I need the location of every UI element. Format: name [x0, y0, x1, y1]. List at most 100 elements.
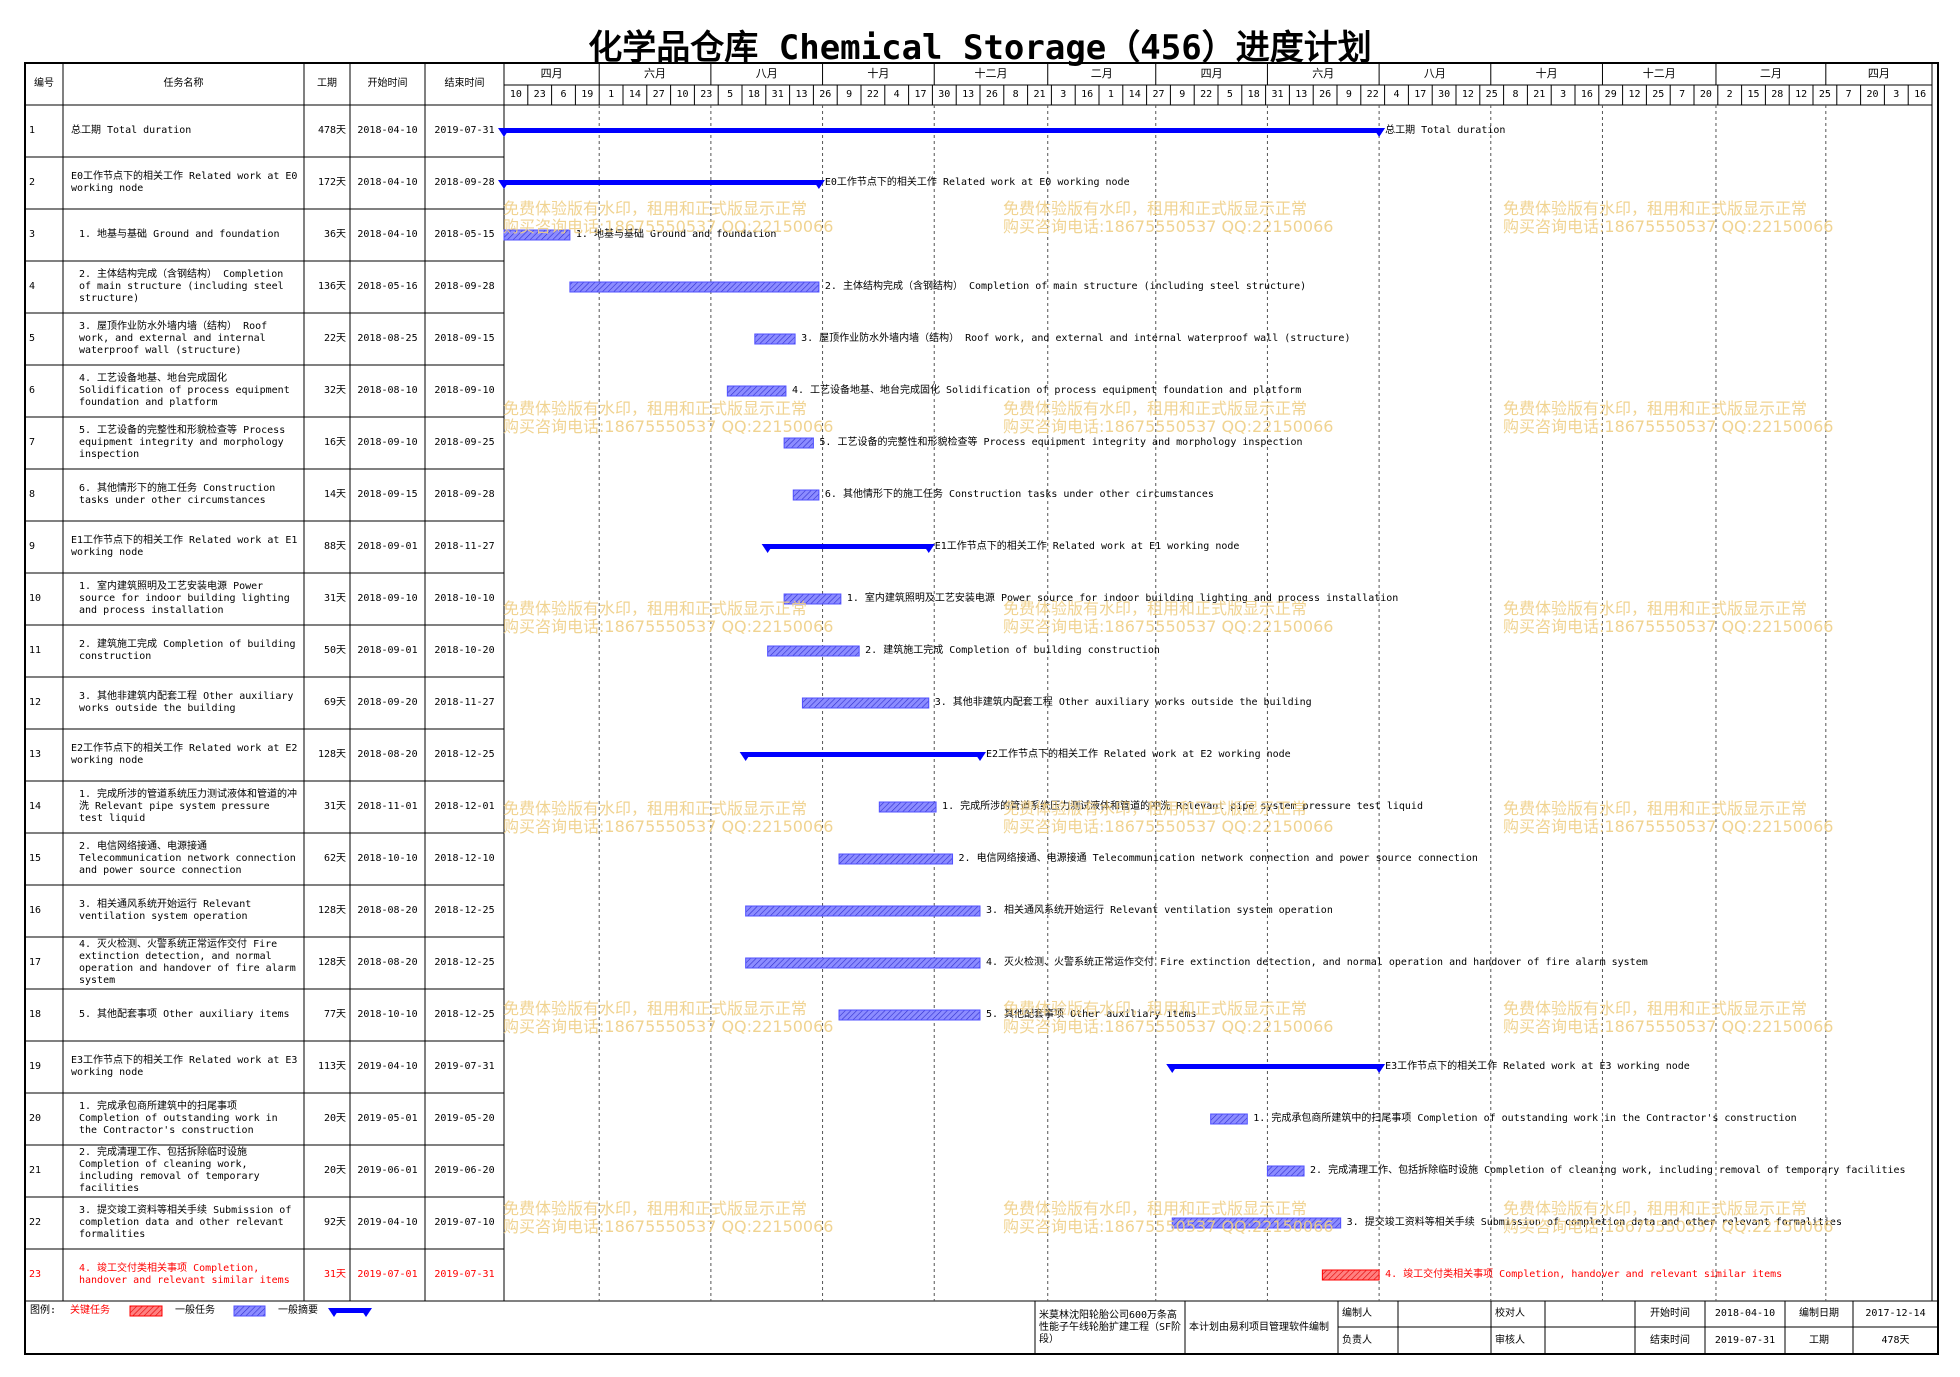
- day-label: 29: [1604, 89, 1617, 100]
- watermark-line: 免费体验版有水印，租用和正式版显示正常: [1503, 799, 1808, 818]
- task-end: 2018-10-20: [434, 645, 495, 656]
- day-label: 26: [985, 89, 998, 100]
- month-label: 六月: [644, 67, 667, 80]
- summary-end: [761, 544, 774, 553]
- task-start: 2018-09-01: [357, 541, 418, 552]
- task-bar: [1210, 1113, 1248, 1125]
- footer-cell: 2019-07-31: [1714, 1334, 1776, 1346]
- day-label: 23: [700, 89, 713, 100]
- row-id: 9: [29, 541, 36, 552]
- task-end: 2018-12-25: [434, 1009, 495, 1020]
- summary-end: [974, 752, 986, 761]
- task-start: 2018-11-01: [357, 801, 418, 812]
- task-duration: 478天: [317, 125, 346, 136]
- task-duration: 31天: [323, 801, 346, 812]
- row-id: 4: [29, 281, 36, 292]
- day-label: 26: [819, 89, 832, 100]
- watermark-line: 免费体验版有水印，租用和正式版显示正常: [503, 1199, 808, 1218]
- day-label: 1: [1107, 89, 1114, 100]
- footer-cell: 编制日期: [1799, 1308, 1839, 1319]
- day-label: 25: [1652, 89, 1665, 100]
- task-duration: 31天: [323, 593, 346, 604]
- watermark-line: 免费体验版有水印，租用和正式版显示正常: [1003, 599, 1308, 618]
- task-start: 2019-04-10: [357, 1217, 418, 1228]
- summary-bar: [334, 1308, 366, 1313]
- day-label: 4: [1393, 89, 1400, 100]
- day-label: 27: [1152, 89, 1165, 100]
- task-start: 2018-04-10: [357, 177, 418, 188]
- task-end: 2019-07-10: [434, 1217, 495, 1228]
- task-duration: 128天: [317, 749, 346, 760]
- day-label: 16: [1580, 89, 1593, 100]
- task-duration: 113天: [317, 1061, 346, 1072]
- task-duration: 14天: [323, 489, 346, 500]
- row-id: 6: [29, 385, 36, 396]
- column-header: 任务名称: [163, 78, 204, 89]
- day-label: 21: [1533, 89, 1546, 100]
- bar-label: 5. 工艺设备的完整性和形貌检查等 Process equipment inte…: [819, 437, 1303, 448]
- legend-text: 一般摘要: [278, 1305, 318, 1316]
- task-name: 2. 电信网络接通、电源接通 Telecommunication network…: [79, 841, 296, 876]
- watermark-line: 免费体验版有水印，租用和正式版显示正常: [1003, 399, 1308, 418]
- bar-label: 1. 完成承包商所建筑中的扫尾事项 Completion of outstand…: [1253, 1113, 1797, 1124]
- row-id: 16: [29, 905, 42, 916]
- task-start: 2019-06-01: [357, 1165, 418, 1176]
- critical-bar: [1321, 1269, 1380, 1281]
- bar-label: 4. 灭火检测、火警系统正常运作交付 Fire extinction detec…: [986, 957, 1648, 968]
- watermark-line: 购买咨询电话:18675550537 QQ:22150066: [503, 1017, 834, 1036]
- bar-label: 1. 地基与基础 Ground and foundation: [575, 229, 777, 240]
- task-duration: 32天: [323, 385, 346, 396]
- task-bar: [783, 593, 842, 605]
- task-duration: 20天: [323, 1165, 346, 1176]
- day-label: 7: [1679, 89, 1686, 100]
- task-end: 2018-12-25: [434, 749, 495, 760]
- summary-end: [1373, 1064, 1386, 1073]
- task-name: E0工作节点下的相关工作 Related work at E0 working …: [71, 171, 298, 194]
- task-end: 2019-07-31: [434, 1269, 495, 1280]
- task-end: 2018-12-25: [434, 905, 495, 916]
- task-end: 2018-12-10: [434, 853, 495, 864]
- day-label: 27: [652, 89, 665, 100]
- row-id: 21: [29, 1165, 42, 1176]
- bar-label: 6. 其他情形下的施工任务 Construction tasks under o…: [824, 489, 1214, 500]
- watermark-line: 购买咨询电话:18675550537 QQ:22150066: [1003, 217, 1334, 236]
- watermark-line: 购买咨询电话:18675550537 QQ:22150066: [1003, 417, 1334, 436]
- task-end: 2018-09-28: [434, 177, 495, 188]
- outer-frame: [24, 62, 1939, 1355]
- task-duration: 69天: [323, 697, 346, 708]
- row-id: 13: [29, 749, 42, 760]
- day-label: 4: [893, 89, 900, 100]
- footer-software: 本计划由易利项目管理软件编制: [1189, 1321, 1329, 1333]
- task-name: 3. 提交竣工资料等相关手续 Submission of completion …: [79, 1205, 292, 1240]
- task-start: 2018-09-01: [357, 645, 418, 656]
- summary-bar: [1172, 1064, 1380, 1069]
- task-duration: 136天: [317, 281, 346, 292]
- legend-label: 图例:: [30, 1305, 57, 1316]
- task-start: 2018-08-20: [357, 957, 418, 968]
- day-label: 14: [628, 89, 641, 100]
- day-label: 5: [1226, 89, 1233, 100]
- summary-bar: [745, 752, 980, 757]
- row-id: 23: [29, 1269, 42, 1280]
- task-start: 2018-05-16: [357, 281, 418, 292]
- task-name: 1. 完成承包商所建筑中的扫尾事项 Completion of outstand…: [79, 1101, 278, 1136]
- day-label: 8: [1512, 89, 1519, 100]
- task-start: 2019-04-10: [357, 1061, 418, 1072]
- day-label: 17: [914, 89, 927, 100]
- task-start: 2019-05-01: [357, 1113, 418, 1124]
- day-label: 7: [1845, 89, 1852, 100]
- month-label: 二月: [1759, 67, 1782, 80]
- summary-end: [1166, 1064, 1179, 1073]
- bar-label: E0工作节点下的相关工作 Related work at E0 working …: [824, 177, 1130, 188]
- month-label: 八月: [755, 67, 778, 80]
- bar-label: 4. 竣工交付类相关事项 Completion, handover and re…: [1385, 1269, 1783, 1280]
- row-id: 18: [29, 1009, 42, 1020]
- task-name: 4. 竣工交付类相关事项 Completion, handover and re…: [79, 1263, 290, 1286]
- day-label: 22: [1366, 89, 1379, 100]
- bar-label: E2工作节点下的相关工作 Related work at E2 working …: [986, 749, 1291, 760]
- row-id: 11: [29, 645, 42, 656]
- footer-cell: 工期: [1809, 1334, 1829, 1346]
- task-start: 2018-08-20: [357, 905, 418, 916]
- bar-label: 3. 提交竣工资料等相关手续 Submission of completion …: [1346, 1217, 1842, 1228]
- watermark-line: 免费体验版有水印，租用和正式版显示正常: [1003, 1199, 1308, 1218]
